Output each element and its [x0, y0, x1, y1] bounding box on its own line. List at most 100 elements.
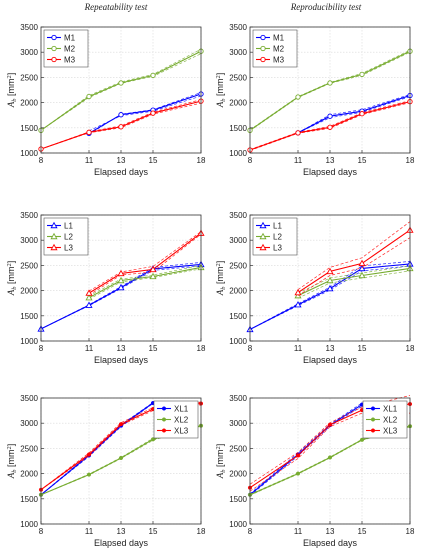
legend-swatch-marker: [161, 428, 167, 433]
band-line: [88, 95, 202, 132]
legend: XL1 XL2 XL3: [153, 400, 199, 439]
y-tick-label: 2500: [20, 73, 38, 82]
y-tick-label: 3000: [20, 48, 38, 57]
chart-panel-4: 8 11 13 15 18 1000 1500 2000 2500 3000 3500 Elapsed…: [215, 211, 415, 365]
band-line: [249, 405, 363, 497]
x-tick-label: 18: [197, 527, 206, 536]
x-tick-label: 15: [149, 344, 158, 353]
data-point: [86, 472, 92, 477]
data-point: [295, 130, 301, 136]
band-line: [297, 221, 411, 290]
x-tick-label: 11: [85, 344, 94, 353]
y-tick-label: 1500: [229, 312, 247, 321]
y-axis-label: Ab [mm2]: [215, 261, 227, 297]
legend-label: XL2: [174, 416, 189, 425]
x-tick-label: 18: [406, 344, 415, 353]
y-tick-label: 2500: [229, 73, 247, 82]
y-tick-label: 2000: [20, 470, 38, 479]
data-point: [327, 113, 333, 119]
band-line: [297, 96, 411, 134]
y-tick-label: 1500: [229, 124, 247, 133]
x-axis-label: Elapsed days: [303, 355, 358, 365]
chart-panel-5: 8 11 13 15 18 1000 1500 2000 2500 3000 3500 Elapsed…: [6, 394, 206, 548]
data-point: [327, 80, 333, 86]
data-point: [359, 111, 365, 117]
series-m2: [38, 48, 204, 133]
data-point: [118, 112, 124, 118]
legend-swatch-marker: [51, 56, 57, 63]
chart-panel-2: 8 11 13 15 18 1000 1500 2000 2500 3000 3500 Elapsed…: [215, 23, 415, 177]
band-line: [88, 265, 202, 297]
legend-label: XL3: [174, 427, 189, 436]
legend: XL1 XL2 XL3: [362, 400, 408, 439]
y-tick-label: 2000: [20, 99, 38, 108]
x-tick-label: 8: [39, 344, 44, 353]
y-tick-label: 3000: [229, 419, 247, 428]
legend-label: XL1: [383, 405, 398, 414]
y-axis-label: Ab [mm2]: [6, 444, 18, 480]
x-tick-label: 8: [39, 527, 44, 536]
series-m2: [247, 48, 413, 133]
y-tick-label: 1000: [20, 520, 38, 529]
legend: L1 L2 L3: [43, 217, 89, 256]
data-point: [86, 129, 92, 135]
legend-box: [153, 400, 199, 439]
y-tick-label: 3500: [229, 23, 247, 32]
chart-panel-3: 8 11 13 15 18 1000 1500 2000 2500 3000 3500 Elapsed…: [6, 211, 206, 365]
series-l2: [294, 264, 414, 299]
legend-label: M2: [273, 45, 285, 54]
legend-label: L3: [273, 244, 282, 253]
y-axis-label: Ab [mm2]: [215, 444, 227, 480]
x-tick-label: 15: [358, 344, 367, 353]
y-tick-label: 1500: [229, 495, 247, 504]
y-tick-label: 3500: [20, 23, 38, 32]
legend-label: M3: [273, 56, 285, 65]
x-axis-label: Elapsed days: [303, 167, 358, 177]
y-tick-label: 3000: [229, 236, 247, 245]
data-point: [295, 471, 301, 476]
series-line: [88, 93, 202, 134]
series-line: [297, 94, 411, 134]
series-line: [297, 229, 411, 294]
chart-panel-1: 8 11 13 15 18 1000 1500 2000 2500 3000 3500 Elapsed…: [6, 23, 206, 177]
y-tick-label: 3500: [20, 211, 38, 220]
x-tick-label: 13: [326, 156, 335, 165]
y-tick-label: 1500: [20, 312, 38, 321]
legend-label: L3: [64, 244, 73, 253]
x-tick-label: 15: [149, 527, 158, 536]
data-point: [150, 110, 156, 116]
data-point: [117, 269, 125, 277]
band-line: [297, 94, 411, 134]
x-tick-label: 18: [406, 527, 415, 536]
x-tick-label: 8: [248, 344, 253, 353]
legend: M1 M2 M3: [252, 29, 298, 68]
data-point: [327, 455, 333, 460]
legend-swatch-marker: [50, 221, 58, 229]
x-tick-label: 11: [294, 527, 303, 536]
band-line: [297, 265, 411, 294]
series-line: [88, 266, 202, 299]
y-tick-label: 2000: [20, 287, 38, 296]
data-point: [295, 453, 301, 458]
y-tick-label: 1000: [20, 337, 38, 346]
x-tick-label: 11: [85, 156, 94, 165]
y-tick-label: 3000: [20, 419, 38, 428]
y-tick-label: 1500: [20, 495, 38, 504]
legend: M1 M2 M3: [43, 29, 89, 68]
data-point: [118, 80, 124, 86]
data-point: [86, 452, 92, 457]
x-tick-label: 8: [248, 527, 253, 536]
legend-swatch-marker: [50, 232, 58, 240]
data-point: [359, 437, 365, 442]
legend: L1 L2 L3: [252, 217, 298, 256]
chart-panel-6: 8 11 13 15 18 1000 1500 2000 2500 3000 3500 Elapsed…: [215, 394, 415, 548]
x-tick-label: 11: [294, 156, 303, 165]
y-tick-label: 1000: [229, 520, 247, 529]
y-axis-label: Ab [mm2]: [6, 261, 18, 297]
data-point: [85, 289, 93, 296]
x-tick-label: 18: [197, 344, 206, 353]
data-point: [327, 422, 333, 427]
x-tick-label: 15: [358, 527, 367, 536]
data-point: [117, 276, 125, 284]
data-point: [294, 300, 302, 308]
